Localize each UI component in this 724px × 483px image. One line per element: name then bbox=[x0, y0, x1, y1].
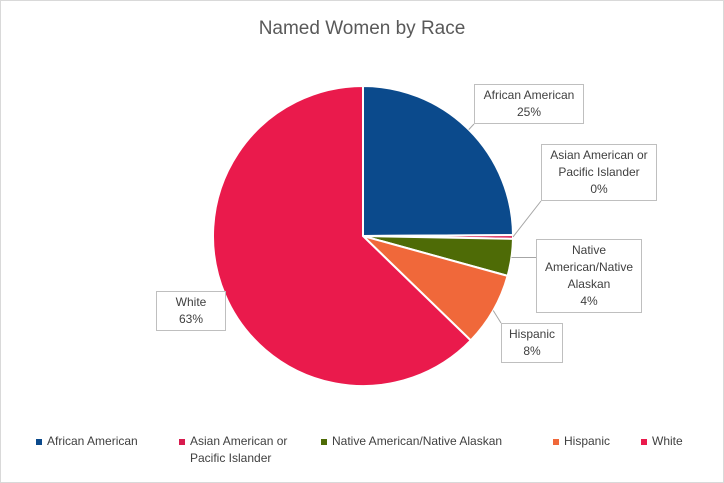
legend-swatch bbox=[179, 439, 185, 445]
data-label: Asian American or Pacific Islander 0% bbox=[541, 144, 657, 201]
data-label: Native American/Native Alaskan 4% bbox=[536, 239, 642, 313]
legend-swatch bbox=[641, 439, 647, 445]
legend-swatch bbox=[321, 439, 327, 445]
legend-label: Native American/Native Alaskan bbox=[332, 434, 503, 448]
legend-item: Hispanic bbox=[553, 433, 633, 450]
data-label-name: African American bbox=[483, 88, 575, 102]
leader-line bbox=[468, 123, 475, 130]
data-label: White 63% bbox=[156, 291, 226, 331]
data-label-value: 25% bbox=[516, 105, 542, 119]
data-label: African American 25% bbox=[474, 84, 584, 124]
data-label-value: 8% bbox=[523, 344, 541, 358]
legend-item: Native American/Native Alaskan bbox=[321, 433, 541, 450]
legend-label: Asian American or Pacific Islander bbox=[190, 434, 288, 465]
legend-swatch bbox=[36, 439, 42, 445]
legend-item: White bbox=[641, 433, 711, 450]
leader-line bbox=[512, 200, 542, 238]
data-label-value: 4% bbox=[580, 294, 598, 308]
data-label-name: Asian American or Pacific Islander bbox=[550, 148, 648, 179]
pie-slice bbox=[362, 84, 515, 238]
legend-swatch bbox=[553, 439, 559, 445]
legend-label: White bbox=[652, 434, 683, 448]
legend-label: African American bbox=[47, 434, 138, 448]
legend-item: Asian American or Pacific Islander bbox=[179, 433, 309, 467]
data-label-name: White bbox=[175, 295, 207, 309]
data-label-name: Native American/Native Alaskan bbox=[544, 243, 634, 291]
data-label: Hispanic 8% bbox=[501, 323, 563, 363]
chart-title: Named Women by Race bbox=[258, 18, 466, 39]
data-label-value: 0% bbox=[590, 182, 608, 196]
leader-line bbox=[492, 310, 502, 324]
data-label-name: Hispanic bbox=[508, 327, 556, 341]
legend-item: African American bbox=[36, 433, 176, 450]
data-label-value: 63% bbox=[178, 312, 204, 326]
legend-label: Hispanic bbox=[564, 434, 611, 448]
